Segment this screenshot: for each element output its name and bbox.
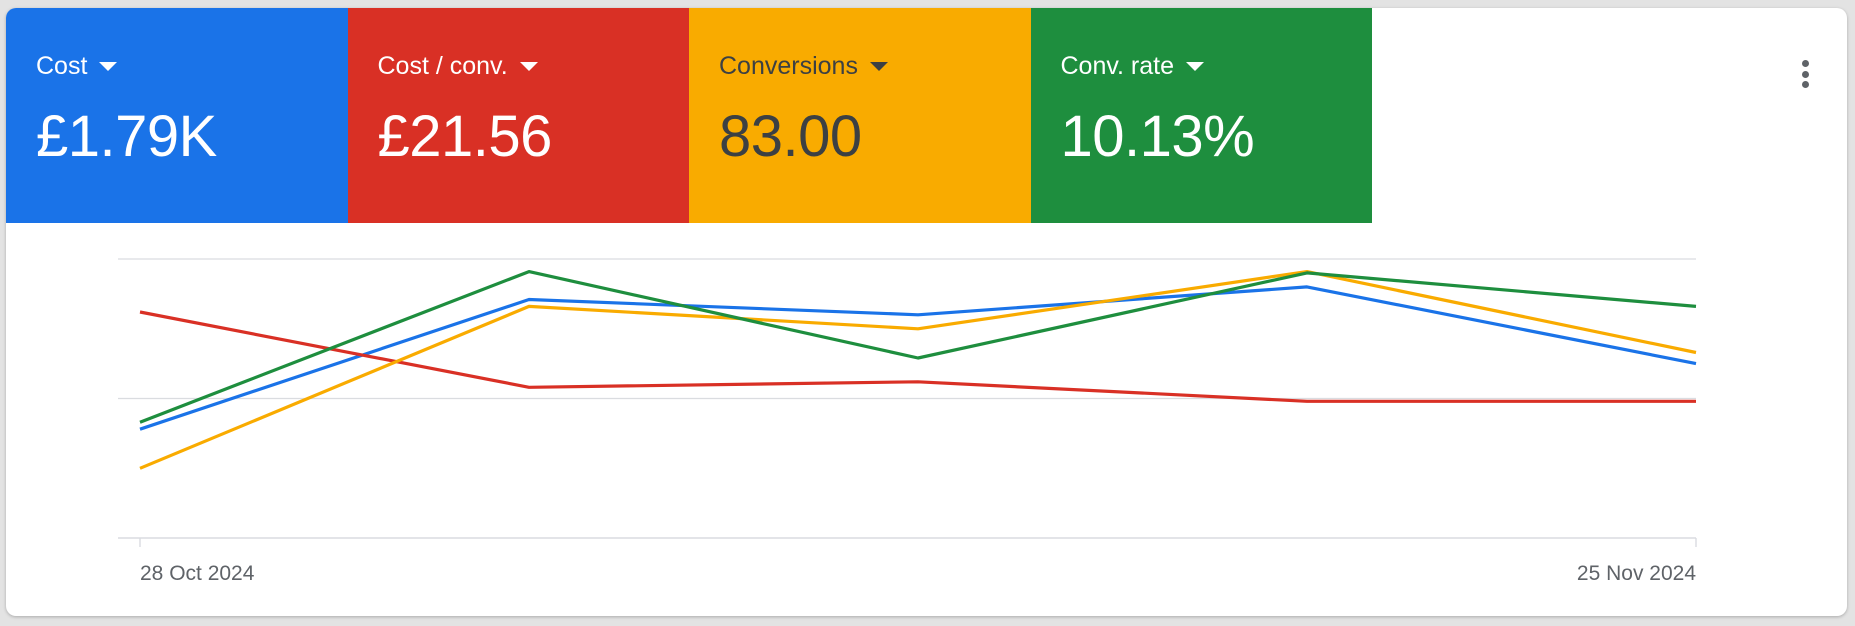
metric-tile-cost-per-conv[interactable]: Cost / conv. £21.56 [347, 8, 689, 223]
metric-label: Cost / conv. [377, 52, 508, 80]
x-tick-label-end: 25 Nov 2024 [1577, 562, 1696, 585]
more-vert-icon[interactable] [1793, 54, 1817, 94]
series-line-conversions [139, 270, 1697, 470]
metric-value: £1.79K [36, 104, 217, 169]
metric-tile-conversions[interactable]: Conversions 83.00 [689, 8, 1031, 223]
series-line-cost-conv [139, 310, 1696, 403]
x-tick-label-start: 28 Oct 2024 [140, 562, 255, 585]
menu-dot [1801, 70, 1809, 78]
dropdown-arrow-icon [519, 62, 538, 71]
metric-tile-conv-rate[interactable]: Conv. rate 10.13% [1030, 8, 1372, 223]
series-line-cost [139, 285, 1697, 431]
dropdown-arrow-icon [99, 62, 118, 71]
metric-tiles: Cost £1.79K Cost / conv. £21.56 Conversi… [6, 8, 1372, 223]
metric-value: £21.56 [377, 104, 553, 169]
menu-dot [1801, 81, 1809, 88]
metric-label: Conv. rate [1060, 52, 1174, 80]
metric-tile-cost[interactable]: Cost £1.79K [6, 8, 348, 223]
line-chart: 28 Oct 2024 25 Nov 2024 [118, 258, 1697, 585]
dropdown-arrow-icon [1185, 62, 1204, 71]
menu-dot [1801, 60, 1809, 67]
performance-card: Cost £1.79K Cost / conv. £21.56 Conversi… [6, 8, 1847, 616]
metric-value: 10.13% [1060, 104, 1255, 169]
series-line-conv-rate [139, 270, 1697, 424]
metric-label: Cost [36, 52, 88, 80]
metric-value: 83.00 [719, 104, 862, 169]
metric-label: Conversions [719, 52, 858, 80]
dropdown-arrow-icon [869, 62, 888, 71]
